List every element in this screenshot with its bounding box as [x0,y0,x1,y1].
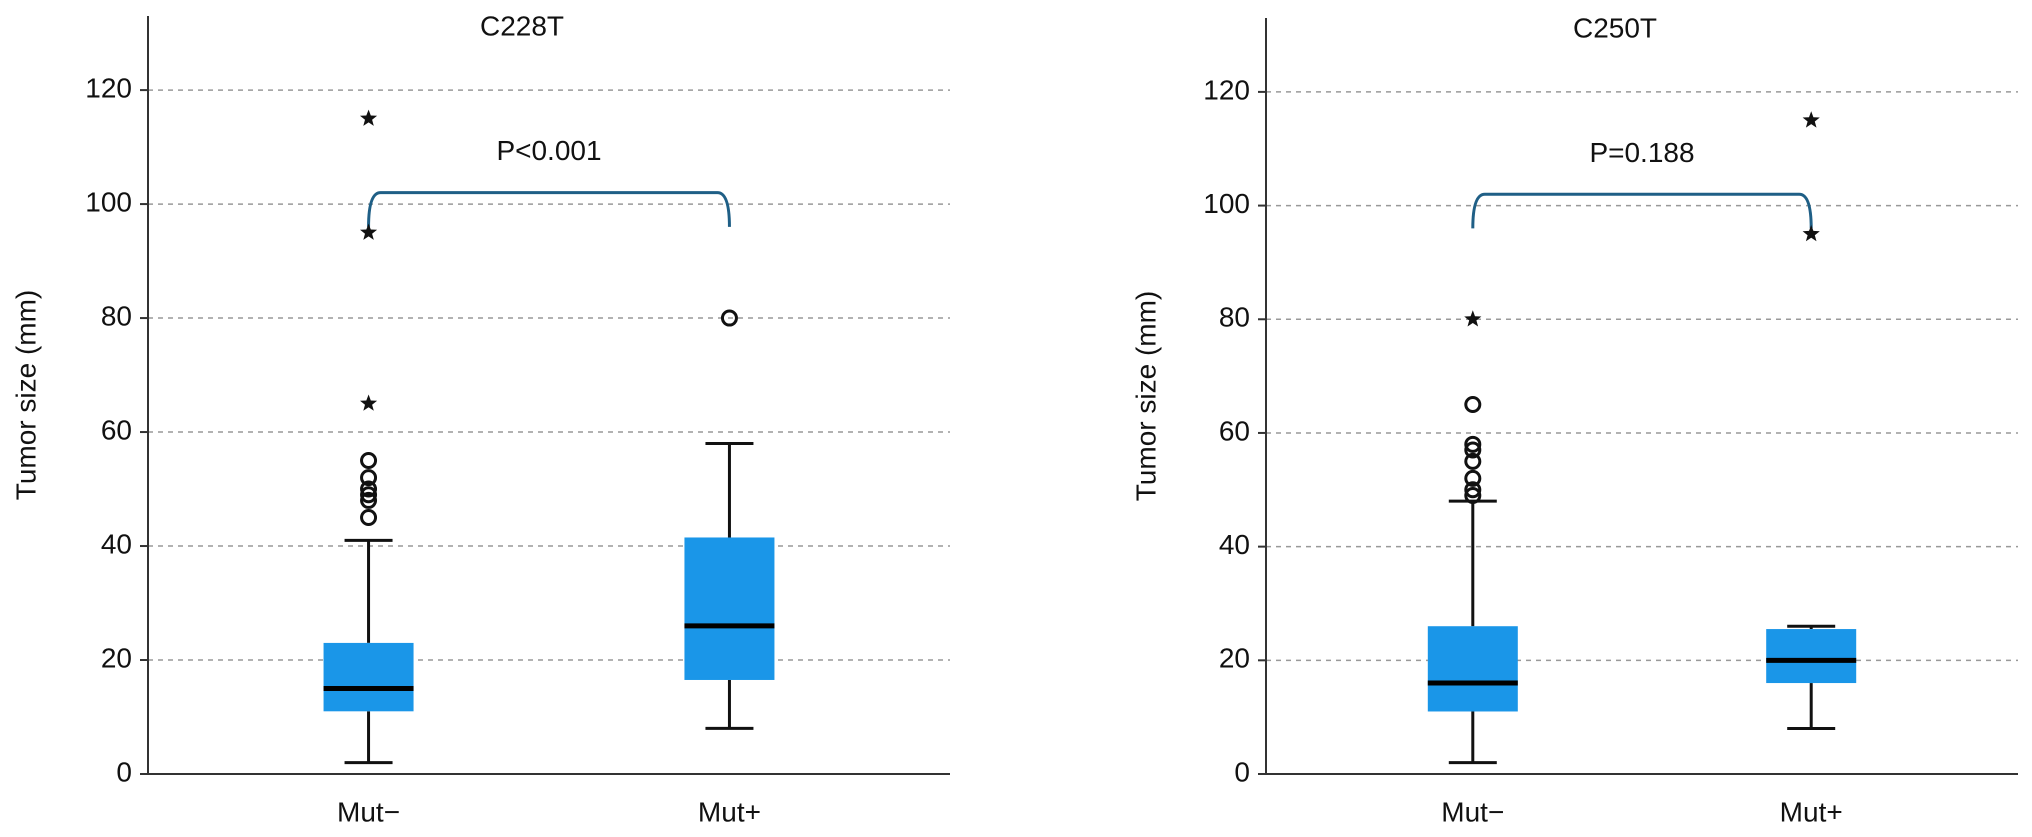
x-tick-label: Mut+ [1780,796,1843,827]
bracket [1471,192,1813,229]
x-tick-label: Mut+ [698,796,761,827]
y-tick-label: 60 [1219,415,1250,446]
y-tick-label: 80 [1219,302,1250,333]
chart-title: C250T [1573,12,1657,43]
outlier [1464,469,1482,487]
box [1766,629,1857,684]
y-tick-label: 80 [101,300,132,331]
extreme [1802,225,1820,242]
y-axis-label: Tumor size (mm) [1130,291,1161,502]
y-tick-label: 20 [1219,643,1250,674]
outlier [360,480,378,498]
extreme [360,394,378,411]
p-value: P=0.188 [1589,137,1694,168]
x-tick-label: Mut− [1441,796,1504,827]
y-tick-label: 120 [85,72,132,103]
chart-title: C228T [480,10,564,41]
outlier [1464,441,1482,459]
outlier [360,509,378,527]
box [1427,626,1518,712]
extreme [360,223,378,240]
y-tick-label: 120 [1203,74,1250,105]
y-tick-label: 40 [101,528,132,559]
outlier [720,309,738,327]
bracket [367,191,731,227]
box [323,642,414,712]
y-tick-label: 60 [101,414,132,445]
y-tick-label: 100 [1203,188,1250,219]
extreme [360,109,378,126]
extreme [1802,111,1820,128]
outlier [1464,452,1482,470]
y-tick-label: 40 [1219,529,1250,560]
p-value: P<0.001 [496,135,601,166]
y-axis-label: Tumor size (mm) [10,290,41,501]
outlier [360,486,378,504]
outlier [360,491,378,509]
y-tick-label: 100 [85,186,132,217]
outlier [1464,486,1482,504]
outlier [1464,481,1482,499]
x-tick-label: Mut− [337,796,400,827]
y-tick-label: 0 [116,756,132,787]
extreme [1464,310,1482,327]
y-tick-label: 20 [101,642,132,673]
outlier [1464,396,1482,414]
outlier [1464,435,1482,453]
y-tick-label: 0 [1234,756,1250,787]
outlier [360,469,378,487]
box [684,537,775,680]
outlier [360,452,378,470]
